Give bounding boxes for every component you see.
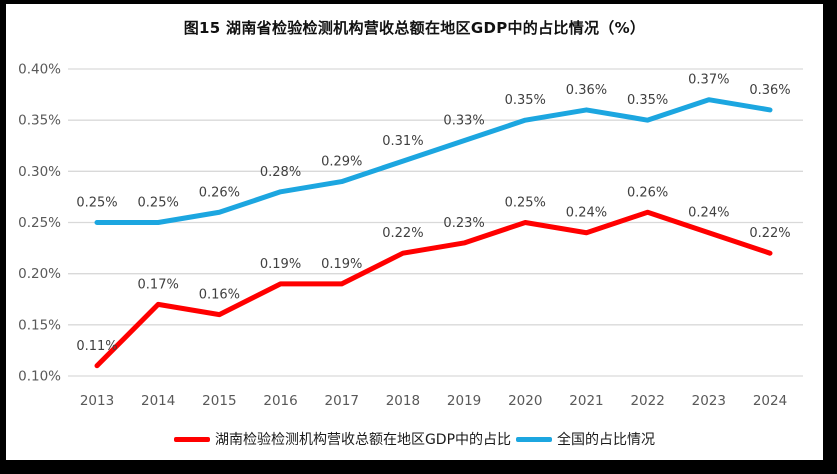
series-line — [94, 97, 773, 225]
x-axis-tick-label: 2015 — [202, 393, 236, 409]
y-axis-tick-label: 0.25% — [18, 215, 61, 231]
x-axis-tick-label: 2021 — [569, 393, 603, 409]
legend: 湖南检验检测机构营收总额在地区GDP中的占比 全国的占比情况 — [6, 429, 823, 449]
data-label: 0.26% — [199, 185, 240, 200]
y-axis-tick-label: 0.30% — [18, 164, 61, 180]
chart-title: 图15 湖南省检验检测机构营收总额在地区GDP中的占比情况（%） — [183, 19, 646, 37]
data-label: 0.29% — [321, 155, 362, 170]
x-axis-tick-label: 2022 — [630, 393, 664, 409]
data-label: 0.28% — [260, 165, 301, 180]
data-label: 0.33% — [443, 114, 484, 129]
chart-canvas: 0.40% 0.35% 0.30% 0.25% 0.20% 0.15% 0.10% 2013 2… — [6, 4, 823, 460]
data-label: 0.24% — [688, 206, 729, 221]
legend-label-hunan: 湖南检验检测机构营收总额在地区GDP中的占比 — [214, 432, 512, 448]
data-label: 0.11% — [76, 339, 117, 354]
x-axis-tick-label: 2013 — [80, 393, 114, 409]
data-label: 0.19% — [260, 257, 301, 272]
line-chart: 0.40% 0.35% 0.30% 0.25% 0.20% 0.15% 0.10% 2013 2… — [18, 62, 803, 409]
data-label: 0.36% — [566, 83, 607, 98]
data-label: 0.22% — [749, 226, 790, 241]
x-axis-tick-label: 2018 — [386, 393, 420, 409]
data-label: 0.16% — [199, 288, 240, 303]
x-axis-tick-label: 2014 — [141, 393, 175, 409]
x-axis-tick-label: 2024 — [753, 393, 787, 409]
data-label: 0.35% — [505, 93, 546, 108]
y-axis-tick-label: 0.20% — [18, 266, 61, 282]
data-label: 0.24% — [566, 206, 607, 221]
data-label: 0.26% — [627, 185, 668, 200]
data-label: 0.37% — [688, 73, 729, 88]
data-label: 0.25% — [76, 196, 117, 211]
x-axis-tick-label: 2020 — [508, 393, 542, 409]
series-line — [94, 209, 773, 369]
data-label: 0.23% — [443, 216, 484, 231]
data-label: 0.35% — [627, 93, 668, 108]
y-axis-tick-label: 0.10% — [18, 369, 61, 385]
legend-label-national: 全国的占比情况 — [557, 432, 656, 448]
x-axis-tick-label: 2019 — [447, 393, 481, 409]
y-axis-tick-label: 0.35% — [18, 113, 61, 129]
y-axis-tick-label: 0.15% — [18, 317, 61, 333]
legend-swatch-hunan-line — [173, 436, 210, 442]
data-label: 0.19% — [321, 257, 362, 272]
data-label: 0.17% — [138, 277, 179, 292]
data-label: 0.31% — [382, 134, 423, 149]
y-axis-tick-label: 0.40% — [18, 62, 61, 78]
data-label: 0.25% — [138, 196, 179, 211]
data-label: 0.36% — [749, 83, 790, 98]
legend-swatch-national-line — [516, 436, 553, 442]
x-axis-tick-label: 2023 — [692, 393, 726, 409]
data-label: 0.25% — [505, 196, 546, 211]
x-axis-tick-label: 2016 — [263, 393, 297, 409]
data-label: 0.22% — [382, 226, 423, 241]
x-axis-tick-label: 2017 — [325, 393, 359, 409]
